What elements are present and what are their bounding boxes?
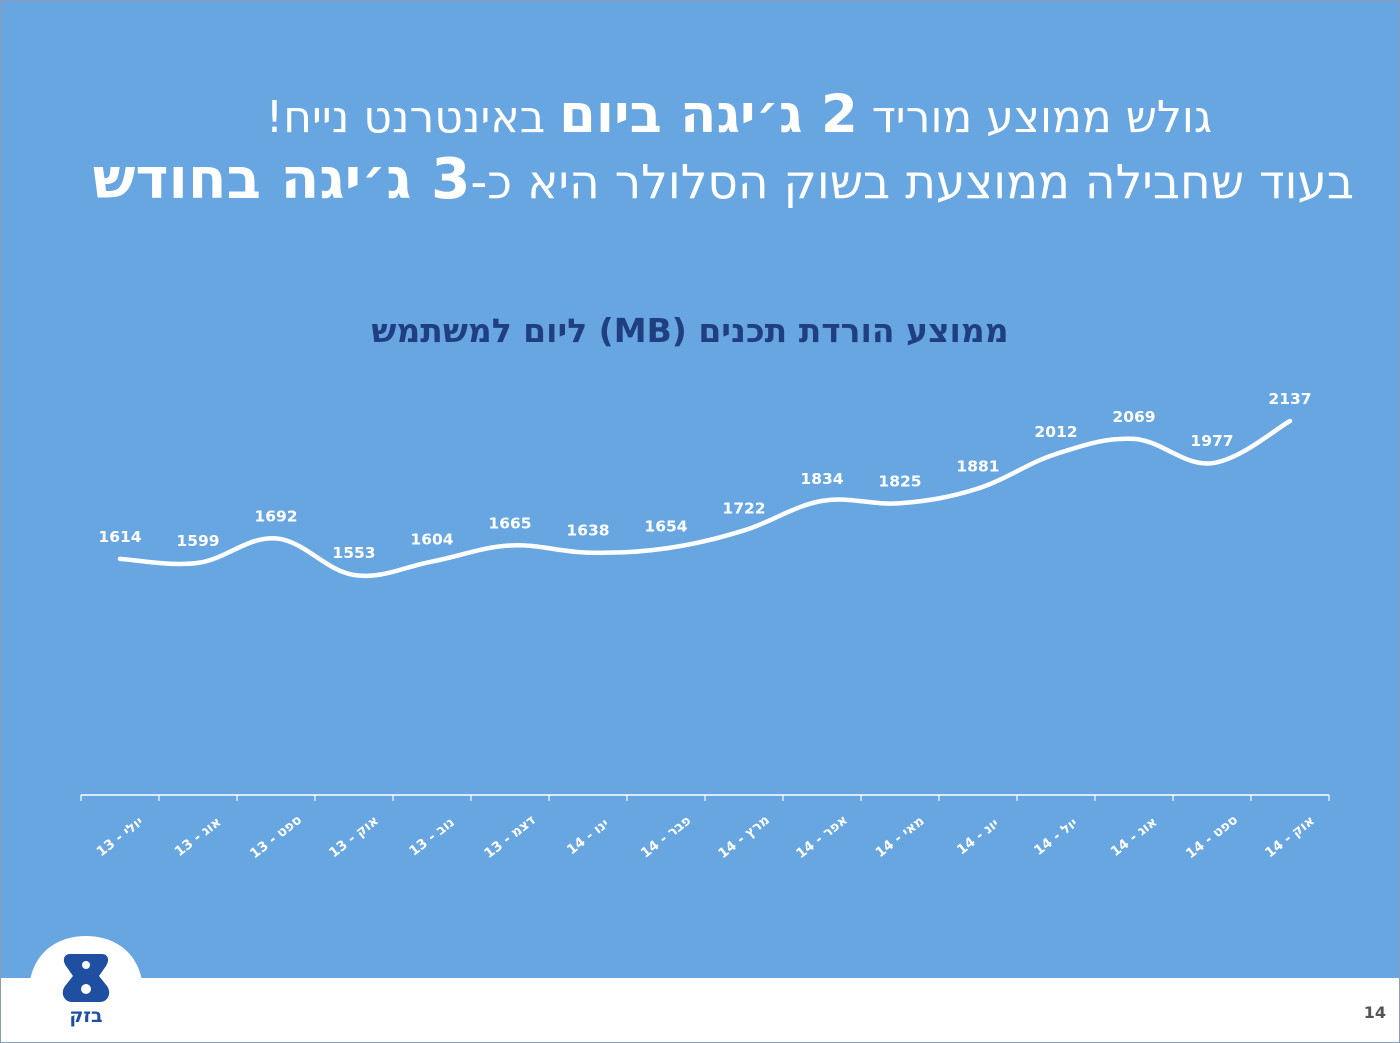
data-label: 1638 <box>566 522 609 540</box>
x-tick-label: אוק - 13 <box>326 813 382 861</box>
headline-line-1: גולש ממוצע מוריד 2 ג׳יגה ביום באינטרנט נ… <box>266 84 1212 149</box>
data-label: 1977 <box>1190 432 1233 450</box>
headline-line-1-bold: 2 ג׳יגה ביום <box>559 84 858 145</box>
headline-line-2: בעוד שחבילה ממוצעת בשוק הסלולר היא כ-3 ג… <box>93 148 1354 215</box>
data-label: 1614 <box>98 528 141 546</box>
x-tick-label: דצמ - 13 <box>481 812 538 862</box>
data-label: 1604 <box>410 531 453 549</box>
headline-line-1-pre: גולש ממוצע מוריד <box>871 92 1212 143</box>
data-label: 2137 <box>1268 390 1311 408</box>
x-tick-label: יונ - 14 <box>954 816 1002 858</box>
data-label: 2069 <box>1112 408 1155 426</box>
series-line <box>117 418 1293 579</box>
headline-line-2-pre: בעוד שחבילה ממוצעת בשוק הסלולר היא כ- <box>470 155 1354 210</box>
x-tick-label: יולי - 13 <box>94 814 147 860</box>
x-tick-label: ינו - 14 <box>564 816 612 858</box>
data-label: 1553 <box>332 544 375 562</box>
data-label: 1692 <box>254 507 297 525</box>
x-tick-labels: יולי - 13 אוג - 13 ספט - 13 אוק - 13 נוב - 1… <box>94 812 1318 862</box>
chart-title: ממוצע הורדת תכנים (MB) ליום למשתמש <box>371 311 1009 350</box>
x-tick-label: ספט - 14 <box>1183 812 1241 862</box>
x-tick-label: אפר - 14 <box>793 812 851 862</box>
data-label: 1654 <box>644 517 687 535</box>
data-label: 2012 <box>1034 423 1077 441</box>
x-tick-label: אוג - 14 <box>1108 814 1161 860</box>
x-tick-label: מאי - 14 <box>872 813 927 861</box>
series-line-group <box>117 418 1293 579</box>
data-label: 1665 <box>488 514 531 532</box>
data-label: 1599 <box>176 532 219 550</box>
footer-bar <box>0 978 1400 1043</box>
data-labels: 1614 1599 1692 1553 1604 1665 1638 1654 1722 1834… <box>98 390 1311 562</box>
x-tick-label: פבר - 14 <box>638 812 694 861</box>
headline-line-1-post: באינטרנט נייח! <box>265 92 546 143</box>
page-number: 14 <box>1363 1003 1386 1022</box>
x-tick-label: נוב - 13 <box>406 814 457 859</box>
x-tick-label: ספט - 13 <box>247 812 305 862</box>
data-label: 1881 <box>956 458 999 476</box>
x-tick-label: מרץ - 14 <box>715 812 773 862</box>
bezeq-logo: בזק <box>30 936 142 1030</box>
headline-line-2-bold: 3 ג׳יגה בחודש <box>92 147 471 212</box>
data-label: 1722 <box>722 499 765 517</box>
data-label: 1834 <box>800 470 843 488</box>
x-tick-label: אוג - 13 <box>172 814 225 860</box>
x-tick-label: יול - 14 <box>1031 815 1081 859</box>
bezeq-logo-text: בזק <box>69 1005 102 1027</box>
data-label: 1825 <box>878 472 921 490</box>
x-axis <box>80 794 1330 801</box>
x-tick-label: אוק - 14 <box>1262 813 1318 861</box>
